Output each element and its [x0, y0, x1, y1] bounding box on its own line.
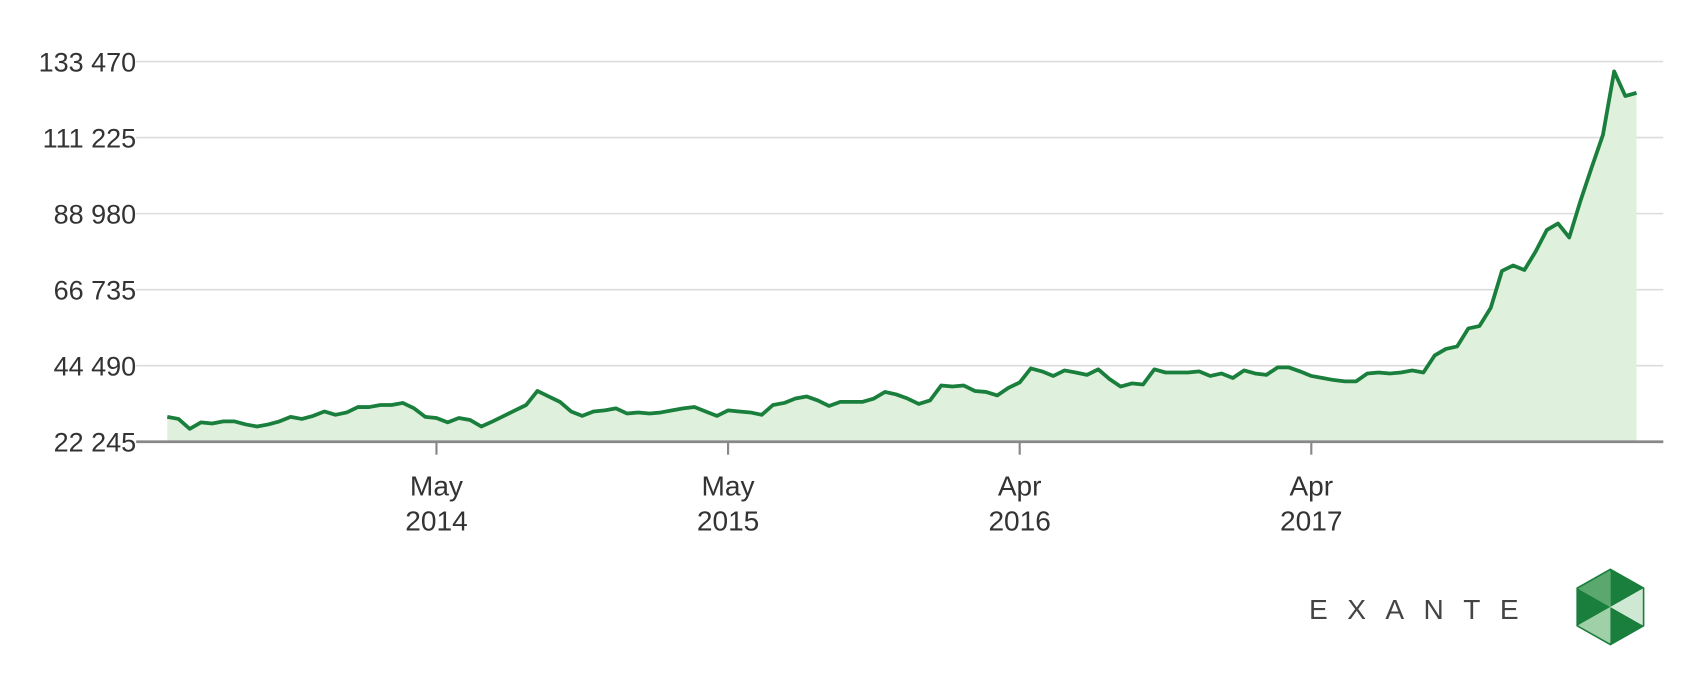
x-tick-label: May	[702, 471, 755, 502]
y-tick-label: 88 980	[54, 199, 137, 229]
x-tick-label: 2014	[405, 505, 467, 536]
y-tick-label: 111 225	[43, 123, 137, 153]
y-tick-label: 22 245	[54, 427, 137, 457]
y-tick-label: 44 490	[54, 351, 137, 381]
logo-icon	[1576, 568, 1645, 646]
y-tick-label: 66 735	[54, 275, 137, 305]
area	[167, 71, 1637, 442]
brand-name: EXANTE	[1309, 594, 1538, 625]
x-tick-label: 2016	[988, 505, 1050, 536]
logo: EXANTE	[1309, 568, 1645, 646]
y-tick-label: 133 470	[39, 47, 137, 77]
x-tick-label: May	[410, 471, 463, 502]
x-tick-label: Apr	[998, 471, 1042, 502]
x-tick-label: 2015	[697, 505, 759, 536]
x-tick-label: Apr	[1289, 471, 1333, 502]
line	[166, 69, 1638, 431]
x-tick-label: 2017	[1280, 505, 1342, 536]
